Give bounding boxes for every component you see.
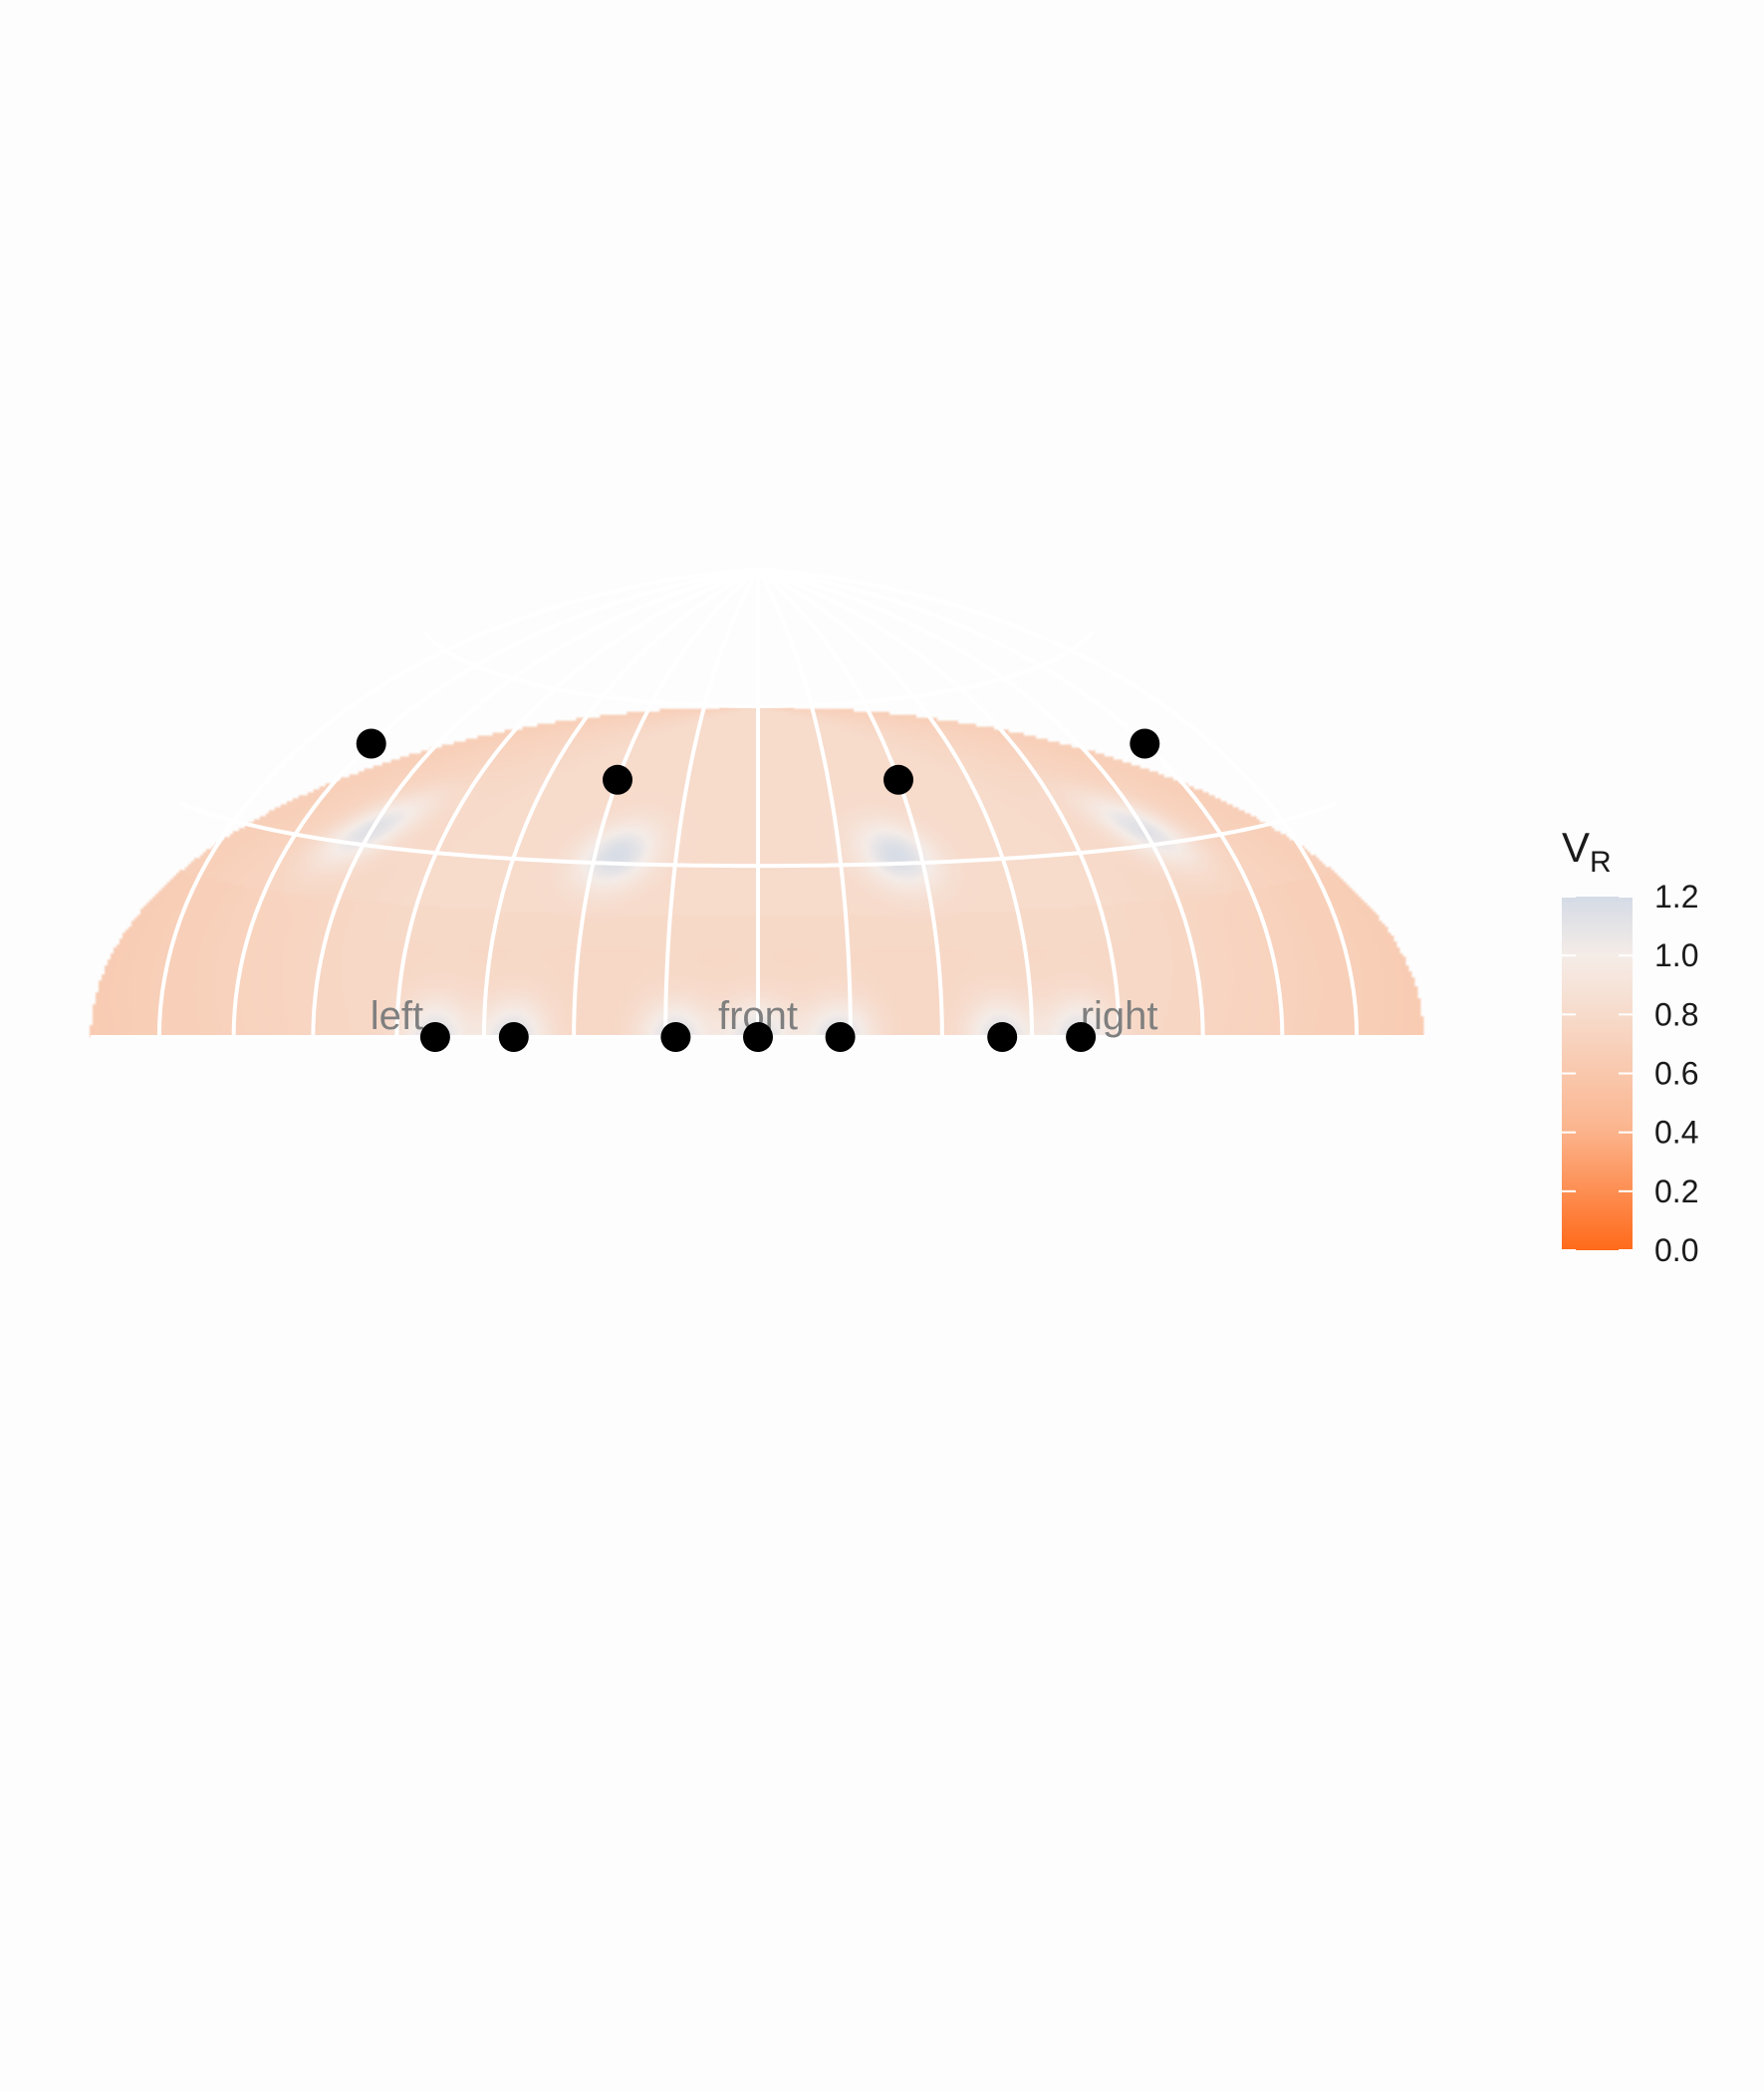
loudspeaker-point <box>1066 1022 1096 1052</box>
colorbar-title-sub: R <box>1590 846 1612 879</box>
loudspeaker-point <box>987 1022 1017 1052</box>
colorbar-tick-label: 0.0 <box>1654 1232 1698 1268</box>
loudspeaker-point <box>357 729 386 759</box>
loudspeaker-point <box>743 1022 773 1052</box>
loudspeaker-point <box>826 1022 856 1052</box>
loudspeaker-point <box>1130 729 1159 759</box>
loudspeaker-point <box>660 1022 690 1052</box>
colorbar-tick-label: 1.2 <box>1654 879 1698 915</box>
colorbar-title-main: V <box>1562 824 1590 871</box>
loudspeaker-point <box>420 1022 450 1052</box>
colorbar-tick-label: 0.8 <box>1654 996 1698 1032</box>
direction-label-left: left <box>371 994 423 1038</box>
loudspeaker-point <box>883 765 913 795</box>
loudspeaker-point <box>603 765 632 795</box>
colorbar-tick-label: 0.4 <box>1654 1115 1698 1151</box>
colorbar-tick-label: 0.2 <box>1654 1174 1698 1209</box>
colorbar-tick-label: 1.0 <box>1654 937 1698 973</box>
loudspeaker-point <box>499 1022 529 1052</box>
colorbar-tick-label: 0.6 <box>1654 1056 1698 1092</box>
